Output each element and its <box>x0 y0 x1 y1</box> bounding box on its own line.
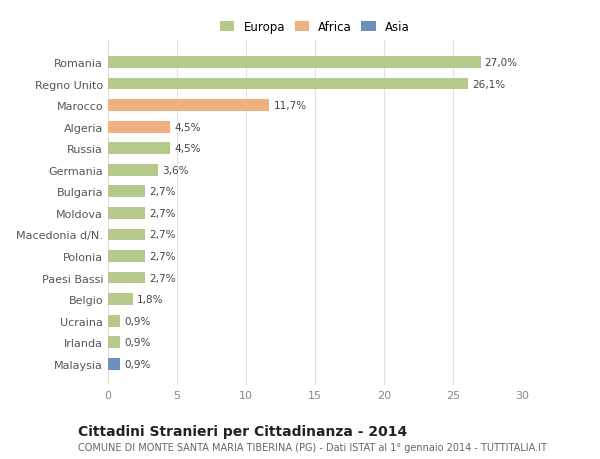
Text: 2,7%: 2,7% <box>149 273 176 283</box>
Bar <box>108 57 481 69</box>
Text: 2,7%: 2,7% <box>149 252 176 262</box>
Bar <box>108 164 158 176</box>
Bar <box>108 122 170 133</box>
Text: 11,7%: 11,7% <box>274 101 307 111</box>
Text: 1,8%: 1,8% <box>137 295 163 304</box>
Bar <box>108 207 145 219</box>
Text: 26,1%: 26,1% <box>472 79 505 90</box>
Text: 3,6%: 3,6% <box>162 165 188 175</box>
Bar <box>108 315 121 327</box>
Bar <box>108 143 170 155</box>
Text: 2,7%: 2,7% <box>149 230 176 240</box>
Text: 27,0%: 27,0% <box>485 58 518 68</box>
Text: 0,9%: 0,9% <box>125 359 151 369</box>
Text: 2,7%: 2,7% <box>149 208 176 218</box>
Bar <box>108 251 145 263</box>
Bar <box>108 336 121 348</box>
Bar <box>108 78 468 90</box>
Bar <box>108 186 145 198</box>
Text: 2,7%: 2,7% <box>149 187 176 197</box>
Bar <box>108 358 121 370</box>
Text: Cittadini Stranieri per Cittadinanza - 2014: Cittadini Stranieri per Cittadinanza - 2… <box>78 425 407 438</box>
Text: 0,9%: 0,9% <box>125 316 151 326</box>
Legend: Europa, Africa, Asia: Europa, Africa, Asia <box>215 16 415 39</box>
Text: 0,9%: 0,9% <box>125 337 151 347</box>
Text: 4,5%: 4,5% <box>174 123 201 132</box>
Text: COMUNE DI MONTE SANTA MARIA TIBERINA (PG) - Dati ISTAT al 1° gennaio 2014 - TUTT: COMUNE DI MONTE SANTA MARIA TIBERINA (PG… <box>78 442 547 452</box>
Bar <box>108 100 269 112</box>
Bar <box>108 272 145 284</box>
Text: 4,5%: 4,5% <box>174 144 201 154</box>
Bar <box>108 294 133 305</box>
Bar <box>108 229 145 241</box>
